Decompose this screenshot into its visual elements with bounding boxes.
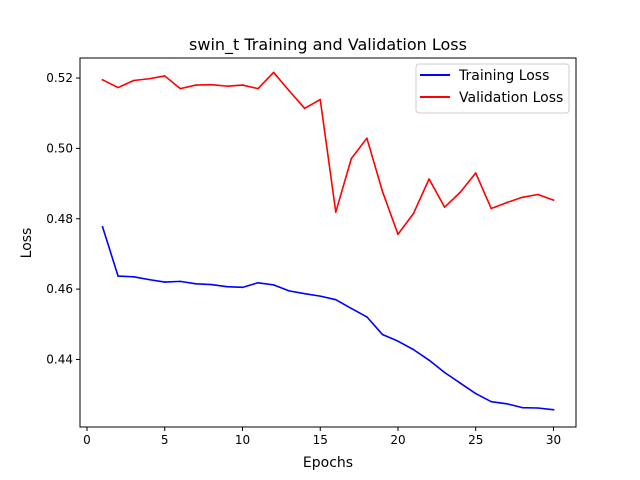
data-point-validation-loss (350, 157, 353, 160)
chart-title: swin_t Training and Validation Loss (189, 35, 467, 55)
x-tick-label: 20 (390, 433, 405, 447)
data-point-training-loss (412, 348, 415, 351)
data-point-validation-loss (303, 107, 306, 110)
data-point-validation-loss (210, 83, 213, 86)
data-point-validation-loss (459, 191, 461, 194)
data-point-validation-loss (163, 75, 166, 77)
data-point-training-loss (288, 290, 290, 292)
data-point-validation-loss (257, 87, 259, 90)
data-point-training-loss (132, 276, 135, 278)
x-tick-label: 15 (313, 433, 328, 447)
x-tick-label: 30 (546, 433, 561, 447)
legend: Training Loss Validation Loss (415, 63, 570, 114)
data-point-validation-loss (272, 71, 275, 74)
data-point-validation-loss (195, 84, 197, 86)
y-tick-label: 0.52 (46, 71, 73, 85)
x-tick-label: 25 (468, 433, 483, 447)
y-axis-ticks: 0.44 0.46 0.48 0.50 0.52 (46, 71, 80, 366)
data-point-validation-loss (537, 193, 539, 196)
data-point-training-loss (319, 295, 322, 297)
legend-box (415, 63, 570, 114)
legend-label-training-loss: Training Loss (458, 68, 549, 84)
data-point-validation-loss (101, 79, 104, 81)
data-point-training-loss (428, 359, 430, 361)
data-point-validation-loss (117, 86, 119, 89)
y-tick-label: 0.48 (46, 212, 73, 226)
data-point-validation-loss (412, 212, 415, 215)
data-point-validation-loss (334, 211, 337, 213)
data-point-training-loss (381, 333, 384, 336)
x-axis-label: Epochs (303, 455, 353, 471)
data-point-validation-loss (506, 201, 508, 204)
data-point-validation-loss (148, 77, 150, 80)
data-point-validation-loss (397, 233, 399, 236)
data-point-training-loss (148, 278, 150, 281)
data-point-validation-loss (366, 137, 368, 139)
data-point-validation-loss (241, 84, 244, 86)
data-point-training-loss (117, 275, 119, 277)
data-point-validation-loss (288, 89, 290, 92)
x-tick-label: 10 (235, 433, 250, 447)
series-line-validation-loss (101, 71, 555, 236)
data-point-training-loss (506, 402, 508, 405)
data-point-training-loss (490, 400, 493, 403)
data-point-validation-loss (552, 199, 555, 201)
data-point-validation-loss (381, 190, 384, 193)
data-point-validation-loss (179, 87, 182, 90)
data-point-validation-loss (319, 98, 322, 101)
data-point-training-loss (397, 340, 399, 342)
data-point-validation-loss (490, 207, 493, 210)
data-point-training-loss (241, 286, 244, 289)
data-point-training-loss (334, 298, 337, 301)
data-point-validation-loss (428, 178, 430, 180)
data-point-validation-loss (474, 172, 477, 174)
data-point-training-loss (443, 371, 446, 374)
y-tick-label: 0.44 (46, 352, 73, 366)
data-point-training-loss (163, 281, 166, 283)
y-tick-label: 0.46 (46, 282, 73, 296)
data-point-validation-loss (226, 85, 228, 87)
data-point-training-loss (195, 283, 197, 285)
data-point-training-loss (350, 307, 353, 310)
x-tick-label: 0 (83, 433, 91, 447)
data-point-training-loss (179, 280, 182, 283)
x-tick-label: 5 (161, 433, 169, 447)
data-point-training-loss (552, 408, 555, 411)
data-point-validation-loss (443, 206, 446, 208)
data-point-training-loss (537, 407, 539, 409)
data-point-validation-loss (521, 196, 524, 199)
data-point-training-loss (210, 283, 213, 286)
data-point-training-loss (521, 406, 524, 409)
data-point-training-loss (257, 281, 259, 284)
data-point-training-loss (226, 285, 228, 288)
series-layer (101, 71, 555, 411)
x-axis-ticks: 0 5 10 15 20 25 30 (83, 427, 561, 447)
data-point-training-loss (272, 284, 275, 286)
data-point-validation-loss (132, 79, 135, 82)
plot-area (79, 57, 577, 428)
data-point-training-loss (366, 316, 368, 318)
series-line-training-loss (101, 225, 555, 411)
data-point-training-loss (459, 382, 461, 384)
data-point-training-loss (474, 392, 477, 395)
data-point-training-loss (303, 292, 306, 295)
y-tick-label: 0.50 (46, 141, 73, 155)
data-point-training-loss (101, 226, 104, 228)
legend-label-validation-loss: Validation Loss (459, 90, 563, 106)
y-axis-label: Loss (19, 228, 35, 259)
